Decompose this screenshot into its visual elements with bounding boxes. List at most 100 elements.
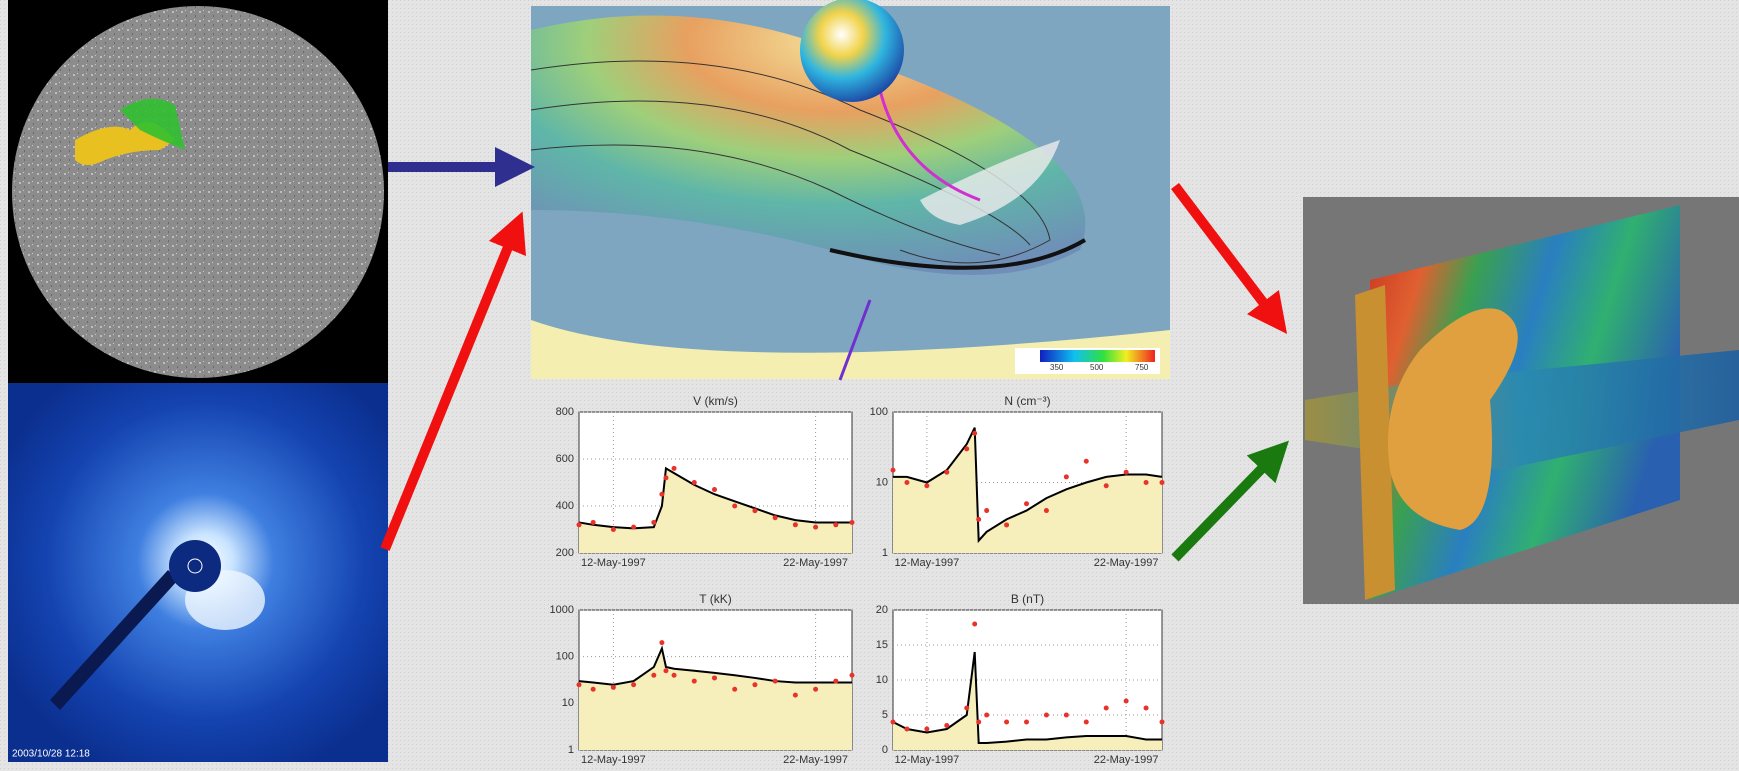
observed-point <box>692 480 697 485</box>
y-tick-label: 5 <box>882 709 888 721</box>
observed-point <box>1160 480 1165 485</box>
observed-point <box>577 682 582 687</box>
x-tick-label: 22-May-1997 <box>1094 754 1159 766</box>
observed-point <box>752 508 757 513</box>
observed-point <box>944 723 949 728</box>
observed-point <box>813 525 818 530</box>
observed-point <box>833 522 838 527</box>
y-tick-label: 10 <box>562 697 574 709</box>
y-tick-label: 1000 <box>550 604 574 616</box>
heliosphere-3d <box>1303 197 1739 604</box>
observed-point <box>712 675 717 680</box>
observed-point <box>904 727 909 732</box>
observed-point <box>659 492 664 497</box>
y-tick-label: 800 <box>556 406 574 418</box>
observed-point <box>1084 720 1089 725</box>
observed-point <box>1044 713 1049 718</box>
timestamp: 2003/10/28 12:18 <box>12 749 90 760</box>
x-tick-label: 22-May-1997 <box>783 557 848 569</box>
y-tick-label: 100 <box>556 651 574 663</box>
observed-point <box>976 720 981 725</box>
observed-point <box>984 713 989 718</box>
observed-point <box>1124 470 1129 475</box>
colorbar-label: 750 <box>1135 363 1149 372</box>
observed-point <box>651 520 656 525</box>
y-tick-label: 200 <box>556 547 574 559</box>
x-tick-label: 22-May-1997 <box>783 754 848 766</box>
observed-point <box>1004 720 1009 725</box>
observed-point <box>631 525 636 530</box>
y-tick-label: 10 <box>876 476 888 488</box>
observed-point <box>663 668 668 673</box>
panel-title: N (cm⁻³) <box>1004 394 1050 408</box>
y-tick-label: 15 <box>876 639 888 651</box>
panel-title: B (nT) <box>1011 592 1044 606</box>
observed-point <box>663 475 668 480</box>
observed-point <box>1064 474 1069 479</box>
observed-point <box>1124 699 1129 704</box>
x-tick-label: 12-May-1997 <box>894 557 959 569</box>
x-tick-label: 12-May-1997 <box>581 754 646 766</box>
observed-point <box>692 679 697 684</box>
observed-point <box>924 727 929 732</box>
observed-point <box>1144 480 1149 485</box>
y-tick-label: 1 <box>568 744 574 756</box>
observed-point <box>659 640 664 645</box>
observed-point <box>591 687 596 692</box>
observed-point <box>1104 706 1109 711</box>
observed-point <box>1064 713 1069 718</box>
observed-point <box>891 720 896 725</box>
y-tick-label: 100 <box>870 406 888 418</box>
observed-point <box>850 520 855 525</box>
observed-point <box>944 470 949 475</box>
y-tick-label: 400 <box>556 500 574 512</box>
observed-point <box>672 466 677 471</box>
y-tick-label: 10 <box>876 674 888 686</box>
observed-point <box>631 682 636 687</box>
observed-point <box>752 682 757 687</box>
observed-point <box>611 685 616 690</box>
magnetogram <box>8 0 388 383</box>
y-tick-label: 600 <box>556 453 574 465</box>
observed-point <box>793 693 798 698</box>
observed-point <box>972 431 977 436</box>
observed-point <box>651 673 656 678</box>
observed-point <box>672 673 677 678</box>
colorbar-label: 350 <box>1050 363 1064 372</box>
panel-title: V (km/s) <box>693 394 738 408</box>
observed-point <box>924 483 929 488</box>
x-tick-label: 22-May-1997 <box>1094 557 1159 569</box>
colorbar-label: 500 <box>1090 363 1104 372</box>
y-tick-label: 20 <box>876 604 888 616</box>
observed-point <box>611 527 616 532</box>
observed-point <box>732 687 737 692</box>
observed-point <box>1044 508 1049 513</box>
observed-point <box>1084 459 1089 464</box>
observed-point <box>1104 483 1109 488</box>
observed-point <box>972 622 977 627</box>
observed-point <box>591 520 596 525</box>
observed-point <box>732 504 737 509</box>
observed-point <box>964 706 969 711</box>
observed-point <box>1004 522 1009 527</box>
figure: 2003/10/28 12:18 350 500 750 V (km/s) 200… <box>0 0 1739 771</box>
observed-point <box>904 480 909 485</box>
observed-point <box>712 487 717 492</box>
coronagraph: 2003/10/28 12:18 <box>8 383 388 762</box>
observed-point <box>964 446 969 451</box>
observed-point <box>1024 720 1029 725</box>
observed-point <box>773 515 778 520</box>
observed-point <box>1160 720 1165 725</box>
y-tick-label: 1 <box>882 547 888 559</box>
observed-point <box>976 517 981 522</box>
observed-point <box>793 522 798 527</box>
observed-point <box>891 468 896 473</box>
observed-point <box>1144 706 1149 711</box>
observed-point <box>833 679 838 684</box>
x-tick-label: 12-May-1997 <box>581 557 646 569</box>
panel-title: T (kK) <box>699 592 731 606</box>
observed-point <box>1024 501 1029 506</box>
observed-point <box>577 522 582 527</box>
x-tick-label: 12-May-1997 <box>894 754 959 766</box>
observed-point <box>813 687 818 692</box>
